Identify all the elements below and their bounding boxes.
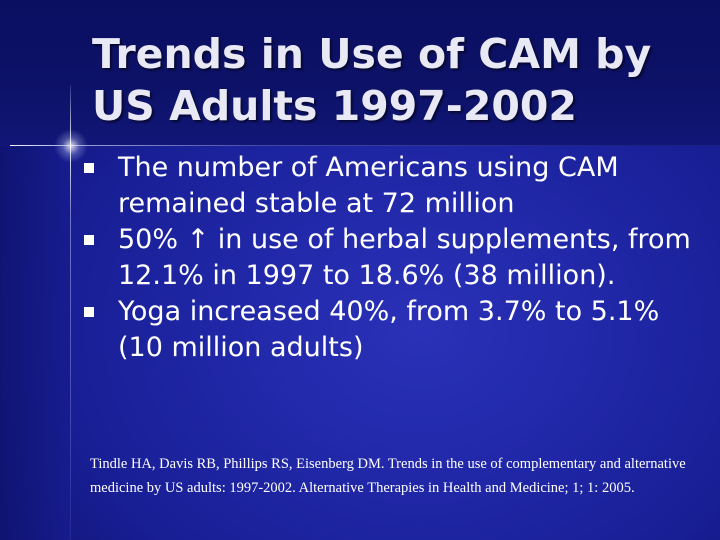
slide-title: Trends in Use of CAM by US Adults 1997-2… [92,30,652,130]
left-band [0,146,70,540]
bullet-list: The number of Americans using CAM remain… [84,150,704,366]
square-bullet-icon [84,163,94,173]
bullet-item: 50% ↑ in use of herbal supplements, from… [84,222,704,294]
bullet-text: The number of Americans using CAM remain… [118,152,619,219]
square-bullet-icon [84,307,94,317]
square-bullet-icon [84,235,94,245]
vertical-accent-line [70,85,71,540]
bullet-item: Yoga increased 40%, from 3.7% to 5.1% (1… [84,294,704,366]
star-glow-icon [54,129,88,163]
bullet-text: 50% ↑ in use of herbal supplements, from… [118,224,691,291]
bullet-text: Yoga increased 40%, from 3.7% to 5.1% (1… [118,296,660,363]
citation: Tindle HA, Davis RB, Phillips RS, Eisenb… [90,456,686,496]
bullet-item: The number of Americans using CAM remain… [84,150,704,222]
title-band [0,0,720,146]
horizontal-accent-line [10,145,720,146]
